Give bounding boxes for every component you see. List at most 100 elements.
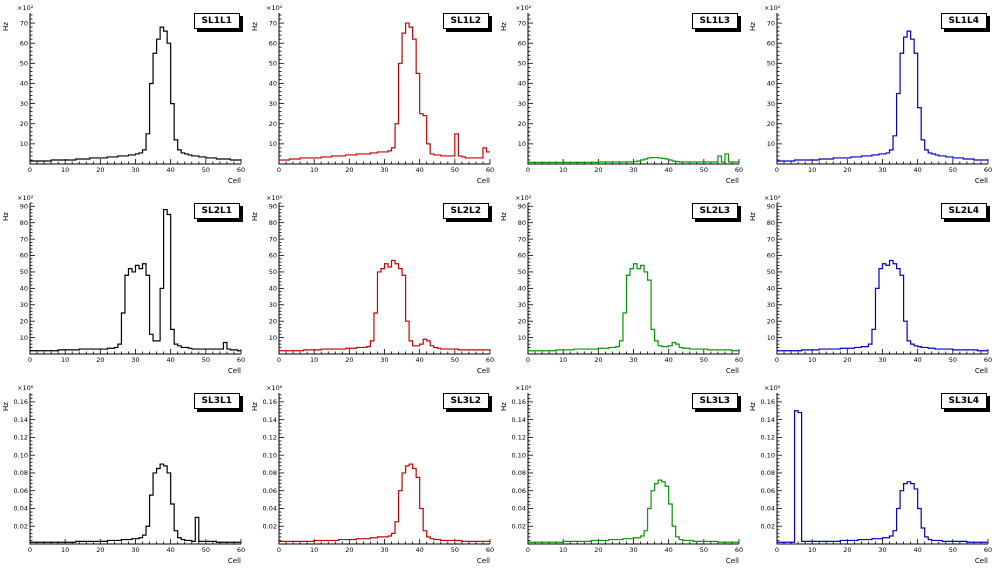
y-tick-label: 0.06 [761, 487, 775, 495]
y-scale-factor: ×10⁶ [764, 384, 781, 392]
x-tick-label: 10 [808, 166, 816, 174]
x-axis-title: Cell [975, 557, 988, 565]
histogram-line-SL1L3 [528, 153, 739, 163]
x-tick-label: 40 [914, 356, 922, 364]
axis-lines [527, 13, 739, 165]
y-tick-label: 30 [20, 100, 28, 108]
y-axis-title: Hz [2, 212, 10, 221]
x-tick-label: 60 [984, 356, 992, 364]
x-tick-label: 10 [559, 546, 567, 554]
y-scale-factor: ×10² [515, 4, 532, 12]
plot-title-box-SL3L1: SL3L1 [193, 393, 240, 410]
x-tick-label: 30 [131, 546, 139, 554]
x-tick-label: 30 [878, 356, 886, 364]
y-tick-label: 50 [518, 60, 526, 68]
x-axis-title: Cell [228, 367, 241, 375]
y-tick-label: 30 [518, 100, 526, 108]
y-tick-label: 60 [767, 252, 775, 260]
y-tick-label: 20 [518, 317, 526, 325]
y-tick-label: 0.14 [263, 416, 277, 424]
y-tick-label: 0.02 [512, 522, 526, 530]
y-tick-label: 0.16 [512, 398, 526, 406]
y-tick-label: 70 [767, 19, 775, 27]
x-axis-title: Cell [975, 177, 988, 185]
x-axis-title: Cell [477, 367, 490, 375]
axis-lines [776, 393, 988, 545]
x-tick-label: 30 [380, 546, 388, 554]
y-tick-label: 0.08 [14, 469, 28, 477]
y-tick-label: 20 [767, 120, 775, 128]
x-tick-label: 50 [451, 546, 459, 554]
y-tick-label: 10 [767, 334, 775, 342]
y-tick-label: 40 [20, 285, 28, 293]
y-tick-label: 0.14 [14, 416, 28, 424]
x-tick-label: 20 [843, 356, 851, 364]
x-tick-label: 60 [984, 546, 992, 554]
x-tick-label: 50 [451, 356, 459, 364]
y-tick-label: 0.12 [512, 434, 526, 442]
x-axis-title: Cell [726, 177, 739, 185]
y-tick-label: 20 [518, 120, 526, 128]
histogram-line-SL1L2 [279, 22, 490, 161]
plot-title-box-SL3L3: SL3L3 [691, 393, 738, 410]
y-tick-label: 0.02 [263, 522, 277, 530]
y-scale-factor: ×10² [266, 194, 283, 202]
x-tick-label: 30 [629, 546, 637, 554]
y-tick-label: 80 [518, 219, 526, 227]
y-tick-label: 70 [20, 19, 28, 27]
x-tick-label: 60 [735, 356, 743, 364]
histogram-line-SL3L3 [528, 479, 739, 543]
y-axis-title: Hz [749, 22, 757, 31]
y-tick-label: 0.16 [14, 398, 28, 406]
y-axis-title: Hz [500, 212, 508, 221]
y-tick-label: 40 [767, 285, 775, 293]
x-tick-label: 40 [665, 166, 673, 174]
x-tick-label: 40 [665, 356, 673, 364]
histogram-panel-SL2L4: 0 10 20 30 40 50 60 10 20 30 40 50 60 70 80 90 Hz Cell ×10… [747, 190, 996, 380]
histogram-line-SL3L1 [30, 463, 241, 543]
y-tick-label: 50 [269, 60, 277, 68]
y-tick-label: 90 [518, 202, 526, 210]
x-tick-label: 10 [61, 356, 69, 364]
x-tick-label: 60 [486, 356, 494, 364]
y-tick-label: 0.06 [14, 487, 28, 495]
y-tick-label: 20 [269, 317, 277, 325]
x-axis-title: Cell [726, 557, 739, 565]
y-scale-factor: ×10² [17, 4, 34, 12]
y-tick-label: 0.16 [761, 398, 775, 406]
x-tick-label: 60 [735, 166, 743, 174]
axis-lines [278, 203, 490, 355]
x-tick-label: 10 [559, 356, 567, 364]
x-tick-label: 50 [700, 166, 708, 174]
y-tick-label: 90 [269, 202, 277, 210]
x-tick-label: 0 [28, 356, 32, 364]
y-tick-label: 0.08 [512, 469, 526, 477]
histogram-panel-SL3L4: 0 10 20 30 40 50 60 0.02 0.04 0.06 0.08 0.10 0.12 0.1… [747, 380, 996, 570]
x-tick-label: 20 [96, 356, 104, 364]
histogram-panel-SL3L1: 0 10 20 30 40 50 60 0.02 0.04 0.06 0.08 0.10 0.12 0.1… [0, 380, 249, 570]
x-tick-label: 20 [345, 166, 353, 174]
y-tick-label: 70 [518, 235, 526, 243]
y-tick-label: 0.02 [14, 522, 28, 530]
y-tick-label: 0.12 [761, 434, 775, 442]
x-tick-label: 60 [237, 546, 245, 554]
x-tick-label: 10 [61, 546, 69, 554]
y-tick-label: 30 [767, 301, 775, 309]
y-tick-label: 30 [269, 301, 277, 309]
x-axis-title: Cell [477, 557, 490, 565]
x-tick-label: 40 [416, 166, 424, 174]
x-tick-label: 50 [202, 166, 210, 174]
x-tick-label: 60 [237, 356, 245, 364]
y-tick-label: 70 [20, 235, 28, 243]
y-scale-factor: ×10⁶ [515, 384, 532, 392]
y-axis-title: Hz [2, 402, 10, 411]
histogram-panel-SL2L1: 0 10 20 30 40 50 60 10 20 30 40 50 60 70 80 90 Hz Cell ×10… [0, 190, 249, 380]
x-tick-label: 30 [380, 356, 388, 364]
x-tick-label: 40 [167, 166, 175, 174]
histogram-plot-SL3L4: 0 10 20 30 40 50 60 0.02 0.04 0.06 0.08 0.10 0.12 0.1… [749, 384, 992, 565]
y-tick-label: 60 [767, 39, 775, 47]
y-scale-factor: ×10² [17, 194, 34, 202]
y-tick-label: 0.02 [761, 522, 775, 530]
axis-lines [776, 203, 988, 355]
